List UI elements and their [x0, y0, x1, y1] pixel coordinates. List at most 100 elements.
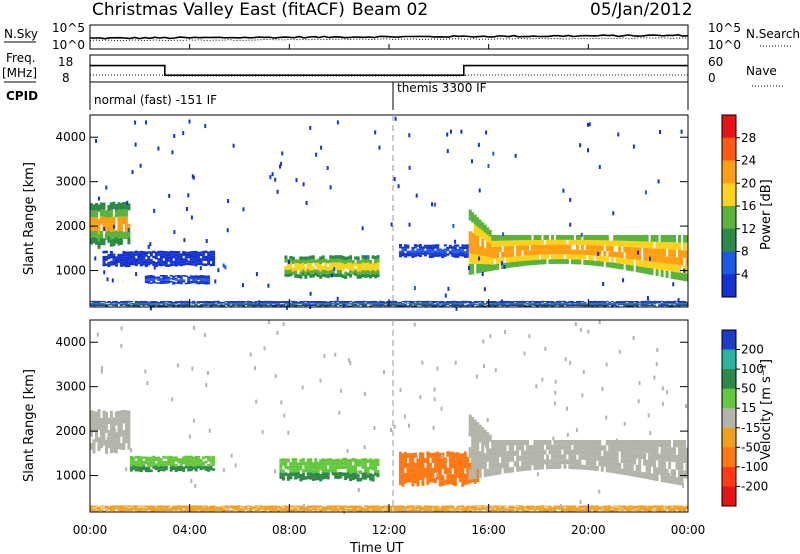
heatmap-cell	[573, 304, 577, 306]
heatmap-cell	[274, 505, 278, 507]
heatmap-cell	[137, 304, 141, 306]
heatmap-cell	[441, 301, 445, 303]
heatmap-cell	[446, 253, 450, 256]
heatmap-cell	[551, 510, 554, 512]
heatmap-cell	[177, 253, 181, 256]
heatmap-cell	[680, 129, 683, 134]
heatmap-cell	[321, 259, 325, 263]
heatmap-cell	[254, 305, 258, 307]
heatmap-cell	[553, 464, 557, 469]
heatmap-cell	[376, 510, 380, 512]
heatmap-cell	[593, 440, 597, 446]
heatmap-cell	[668, 476, 672, 484]
heatmap-cell	[595, 455, 599, 461]
heatmap-cell	[590, 250, 594, 256]
heatmap-cell	[162, 255, 166, 259]
heatmap-cell	[436, 246, 440, 249]
heatmap-cell	[516, 245, 520, 251]
heatmap-cell	[184, 302, 188, 304]
heatmap-cell	[551, 509, 554, 511]
heatmap-cell	[426, 468, 430, 474]
heatmap-cell	[179, 276, 183, 279]
heatmap-cell	[344, 256, 348, 261]
heatmap-cell	[286, 305, 290, 307]
heatmap-cell	[503, 508, 507, 510]
heatmap-cell	[575, 235, 579, 240]
heatmap-cell	[438, 453, 442, 459]
heatmap-cell	[109, 304, 113, 306]
heatmap-cell	[508, 445, 512, 451]
heatmap-cell	[296, 305, 300, 306]
heatmap-cell	[174, 505, 178, 507]
heatmap-cell	[182, 506, 186, 508]
heatmap-cell	[107, 211, 111, 218]
heatmap-cell	[633, 241, 637, 248]
heatmap-cell	[598, 300, 602, 302]
heatmap-cell	[137, 508, 141, 510]
heatmap-cell	[461, 509, 465, 511]
heatmap-cell	[548, 249, 552, 255]
heatmap-cell	[598, 250, 602, 256]
heatmap-cell	[575, 305, 579, 306]
heatmap-cell	[149, 464, 153, 467]
heatmap-cell	[139, 461, 143, 465]
heatmap-cell	[122, 231, 126, 239]
heatmap-cell	[229, 505, 233, 507]
heatmap-cell	[675, 304, 679, 306]
heatmap-cell	[508, 240, 512, 246]
heatmap-cell	[92, 439, 96, 447]
heatmap-cell	[588, 250, 592, 256]
heatmap-cell	[274, 305, 278, 307]
heatmap-cell	[511, 251, 515, 257]
heatmap-cell	[531, 508, 534, 510]
heatmap-cell	[514, 153, 517, 158]
heatmap-cell	[331, 269, 335, 274]
heatmap-cell	[603, 305, 607, 307]
heatmap-cell	[369, 302, 373, 304]
heatmap-cell	[620, 506, 624, 508]
heatmap-cell	[491, 301, 495, 303]
heatmap-cell	[356, 263, 360, 268]
heatmap-cell	[319, 260, 323, 264]
heatmap-cell	[222, 305, 226, 307]
heatmap-cell	[466, 246, 470, 249]
heatmap-cell	[324, 458, 328, 463]
heatmap-cell	[523, 465, 527, 471]
heatmap-cell	[168, 193, 171, 198]
heatmap-cell	[346, 509, 350, 510]
heatmap-cell	[555, 464, 559, 469]
heatmap-cell	[404, 478, 407, 484]
heatmap-cell	[615, 468, 619, 474]
heatmap-cell	[635, 301, 639, 303]
heatmap-cell	[164, 280, 168, 283]
heatmap-cell	[446, 451, 450, 457]
heatmap-cell	[324, 303, 328, 305]
heatmap-cell	[194, 280, 198, 283]
heatmap-cell	[436, 302, 440, 304]
heatmap-cell	[421, 250, 425, 253]
heatmap-cell	[109, 224, 113, 232]
heatmap-cell	[204, 506, 208, 508]
heatmap-cell	[102, 302, 106, 304]
heatmap-cell	[408, 303, 412, 305]
heatmap-cell	[399, 302, 402, 303]
heatmap-cell	[685, 447, 689, 456]
heatmap-cell	[224, 304, 228, 306]
heatmap-cell	[157, 459, 161, 462]
heatmap-cell	[159, 509, 163, 511]
heatmap-cell	[590, 445, 594, 451]
heatmap-cell	[296, 263, 300, 267]
heatmap-cell	[610, 462, 614, 468]
heatmap-cell	[159, 505, 163, 507]
heatmap-cell	[585, 507, 589, 509]
heatmap-cell	[565, 459, 569, 465]
heatmap-cell	[673, 454, 676, 463]
heatmap-cell	[117, 209, 121, 217]
heatmap-cell	[249, 305, 253, 306]
heatmap-cell	[488, 257, 492, 265]
heatmap-cell	[553, 254, 557, 260]
heatmap-cell	[224, 510, 228, 512]
heatmap-cell	[102, 301, 106, 302]
heatmap-cell	[359, 505, 363, 507]
heatmap-cell	[127, 430, 131, 437]
